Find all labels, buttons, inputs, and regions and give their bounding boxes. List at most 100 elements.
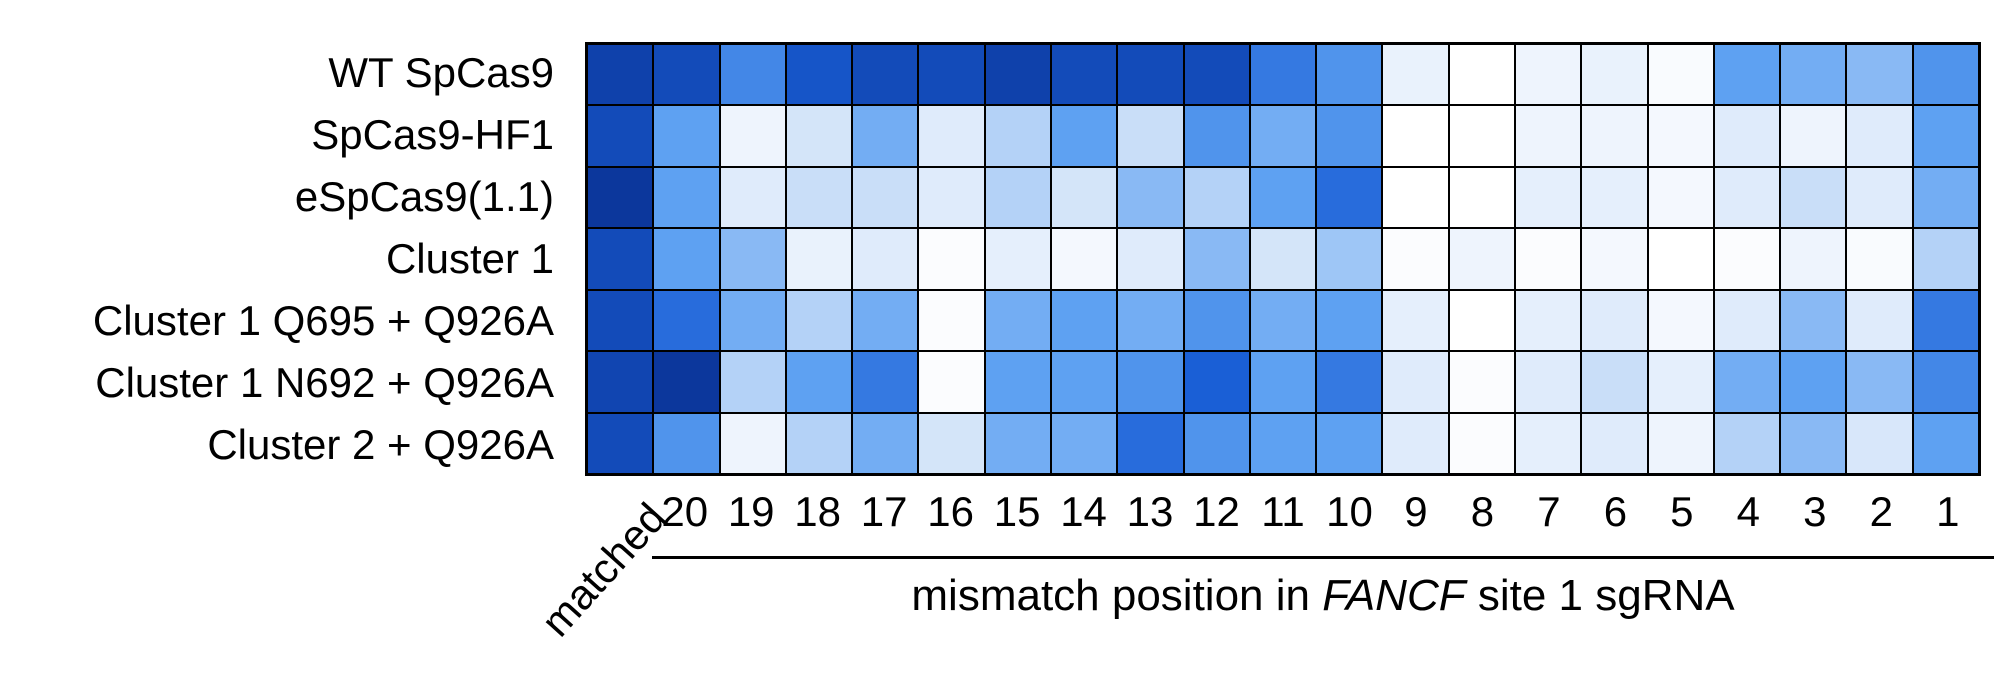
heatmap-cell (1383, 413, 1448, 473)
heatmap-cell (1051, 352, 1117, 412)
row-label: Cluster 1 (385, 235, 554, 282)
col-label: 11 (1261, 488, 1305, 535)
heatmap-cell (1383, 290, 1448, 351)
heatmap-cell (1515, 229, 1581, 289)
heatmap-cell (654, 290, 719, 351)
heatmap-cell (1449, 352, 1514, 412)
heatmap-cell (588, 106, 653, 166)
heatmap-cell (720, 229, 785, 289)
heatmap-cell (1648, 290, 1713, 351)
heatmap-cell (1051, 413, 1117, 473)
heatmap-cell (853, 45, 918, 105)
heatmap-cell (1714, 413, 1780, 473)
heatmap-cell (786, 290, 852, 351)
heatmap-cell (720, 413, 785, 473)
col-label: 7 (1537, 488, 1561, 535)
heatmap-cell (1184, 106, 1249, 166)
heatmap-cell (1847, 352, 1912, 412)
heatmap-cell (919, 45, 984, 105)
x-axis-label-gene: FANCF (1322, 571, 1466, 620)
heatmap-cell (1250, 229, 1316, 289)
heatmap-cell (786, 413, 852, 473)
heatmap-cell (1847, 45, 1912, 105)
heatmap-cell (1515, 167, 1581, 228)
x-axis-label: mismatch position in FANCF site 1 sgRNA (652, 571, 1994, 620)
heatmap-cell (654, 229, 719, 289)
heatmap-cell (985, 167, 1050, 228)
heatmap-cell (1781, 413, 1846, 473)
heatmap-cell (1118, 229, 1183, 289)
heatmap-cell (1118, 106, 1183, 166)
heatmap-cell (1515, 352, 1581, 412)
col-label: 6 (1603, 488, 1628, 535)
col-label: 16 (927, 488, 974, 535)
col-label: 18 (794, 488, 842, 535)
heatmap-cell (1118, 290, 1183, 351)
heatmap-cell (1383, 167, 1448, 228)
heatmap-cell (1449, 229, 1514, 289)
heatmap-cell (1582, 45, 1647, 105)
heatmap-cell (1515, 45, 1581, 105)
heatmap-cell (786, 106, 852, 166)
heatmap-cell (919, 167, 984, 228)
heatmap-cell (919, 106, 984, 166)
heatmap-cell (1847, 290, 1912, 351)
heatmap-cell (720, 106, 785, 166)
heatmap-cell (985, 229, 1050, 289)
heatmap-cell (1051, 229, 1117, 289)
heatmap-cell (786, 352, 852, 412)
heatmap-cell (1184, 352, 1249, 412)
heatmap-cell (1449, 290, 1514, 351)
col-label: 14 (1060, 488, 1107, 535)
heatmap-cell (1118, 167, 1183, 228)
heatmap-cell (1051, 290, 1117, 351)
heatmap-cell (1648, 45, 1713, 105)
heatmap-cell (1781, 106, 1846, 166)
heatmap-cell (1913, 413, 1978, 473)
heatmap-cell (985, 106, 1050, 166)
heatmap-cell (1714, 290, 1780, 351)
heatmap-cell (853, 290, 918, 351)
heatmap-cell (919, 352, 984, 412)
col-label: 9 (1404, 488, 1428, 535)
heatmap-cell (1317, 290, 1382, 351)
heatmap-cell (1515, 290, 1581, 351)
heatmap-cell (1648, 106, 1713, 166)
col-label: 20 (661, 488, 709, 535)
heatmap-cell (1714, 106, 1780, 166)
heatmap-cell (985, 352, 1050, 412)
heatmap-cell (1250, 106, 1316, 166)
row-label: SpCas9-HF1 (311, 111, 554, 158)
heatmap-cell (588, 413, 653, 473)
heatmap-cell (1913, 352, 1978, 412)
heatmap-cell (786, 229, 852, 289)
heatmap-cell (1913, 290, 1978, 351)
heatmap-cell (1515, 106, 1581, 166)
heatmap-cell (1250, 352, 1316, 412)
heatmap-cell (720, 167, 785, 228)
heatmap-cell (1714, 167, 1780, 228)
heatmap-cell (985, 290, 1050, 351)
row-label: Cluster 2 + Q926A (207, 421, 554, 468)
row-label: WT SpCas9 (328, 49, 554, 96)
heatmap-cell (1184, 45, 1249, 105)
heatmap-cell (1847, 413, 1912, 473)
heatmap-cell (1051, 106, 1117, 166)
heatmap-cell (1118, 413, 1183, 473)
heatmap-cell (1184, 229, 1249, 289)
heatmap-cell (853, 229, 918, 289)
heatmap-cell (1317, 106, 1382, 166)
row-label: eSpCas9(1.1) (294, 173, 554, 220)
heatmap-cell (1051, 167, 1117, 228)
heatmap-cell (1184, 290, 1249, 351)
col-label: 2 (1869, 488, 1893, 535)
heatmap-cell (1118, 45, 1183, 105)
heatmap-cell (985, 413, 1050, 473)
col-label: 8 (1470, 488, 1495, 535)
heatmap-cell (1383, 229, 1448, 289)
heatmap-cell (853, 352, 918, 412)
heatmap-grid (585, 42, 1981, 476)
col-label: 17 (860, 488, 908, 535)
heatmap-cell (1317, 45, 1382, 105)
